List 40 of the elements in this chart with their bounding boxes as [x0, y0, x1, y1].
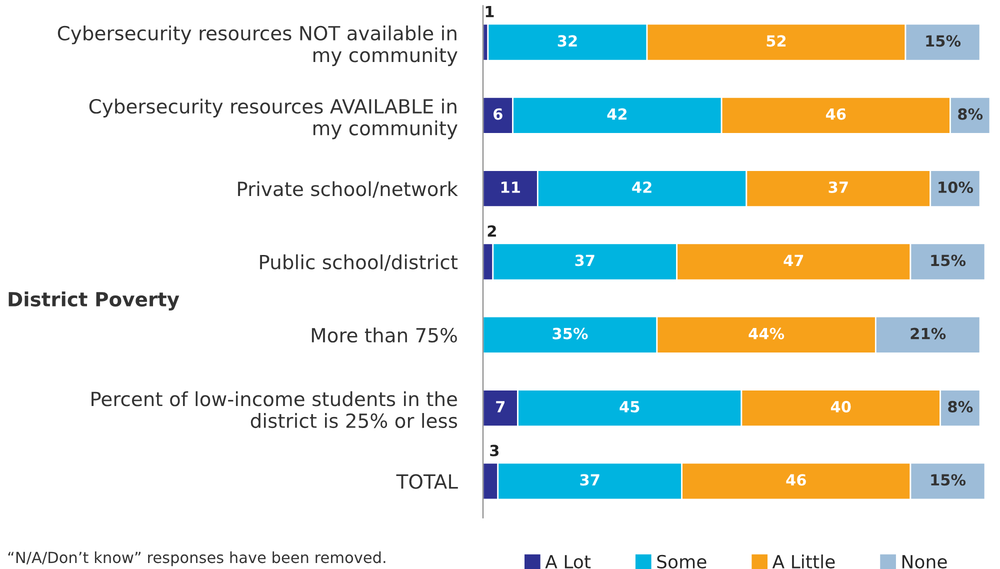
data-label: 45: [620, 401, 640, 412]
y-tick-label: Public school/district: [260, 254, 458, 271]
data-label: 52: [766, 35, 786, 47]
data-label: 2: [488, 225, 496, 237]
text: “N/A/Don’t know” responses have been removed.: [8, 551, 386, 566]
data-label: 15%: [931, 254, 966, 266]
data-label: 15%: [931, 474, 966, 486]
data-label: 44%: [748, 328, 784, 340]
data-label: 7: [496, 401, 504, 412]
data-label: 37: [575, 254, 594, 266]
legend-label: A Little: [772, 554, 835, 568]
data-label: 46: [786, 474, 806, 486]
data-label: 3: [490, 444, 499, 456]
data-label: 8%: [958, 108, 983, 120]
y-tick-label: More than 75%: [312, 328, 457, 343]
data-label: 10%: [938, 181, 974, 194]
data-label: 42: [632, 181, 652, 193]
data-label: 37: [580, 474, 600, 486]
data-label: 8%: [948, 400, 973, 412]
data-label: 11: [501, 182, 520, 193]
data-label: 21%: [910, 328, 946, 340]
y-tick-label: Percent of low-income students in the district is 25% or less: [92, 391, 458, 428]
data-label: 1: [486, 6, 494, 18]
text: District Poverty: [8, 292, 180, 310]
data-label: 37: [828, 181, 848, 194]
data-label: 40: [830, 400, 851, 412]
y-tick-label: TOTAL: [396, 474, 458, 489]
data-label: 6: [494, 108, 502, 120]
y-tick-label: Cybersecurity resources NOT available in my community: [58, 25, 458, 66]
legend-label: None: [902, 555, 947, 568]
data-label: 46: [826, 108, 846, 120]
y-tick-label: Private school/network: [238, 181, 458, 198]
legend-label: Some: [657, 554, 706, 568]
data-label: 47: [784, 254, 804, 266]
data-label: 15%: [926, 35, 961, 47]
data-label: 35%: [552, 328, 588, 340]
y-tick-label: Cybersecurity resources AVAILABLE in my community: [89, 98, 458, 140]
data-label: 32: [558, 35, 577, 47]
legend-label: A Lot: [545, 555, 591, 568]
data-label: 42: [607, 108, 627, 120]
